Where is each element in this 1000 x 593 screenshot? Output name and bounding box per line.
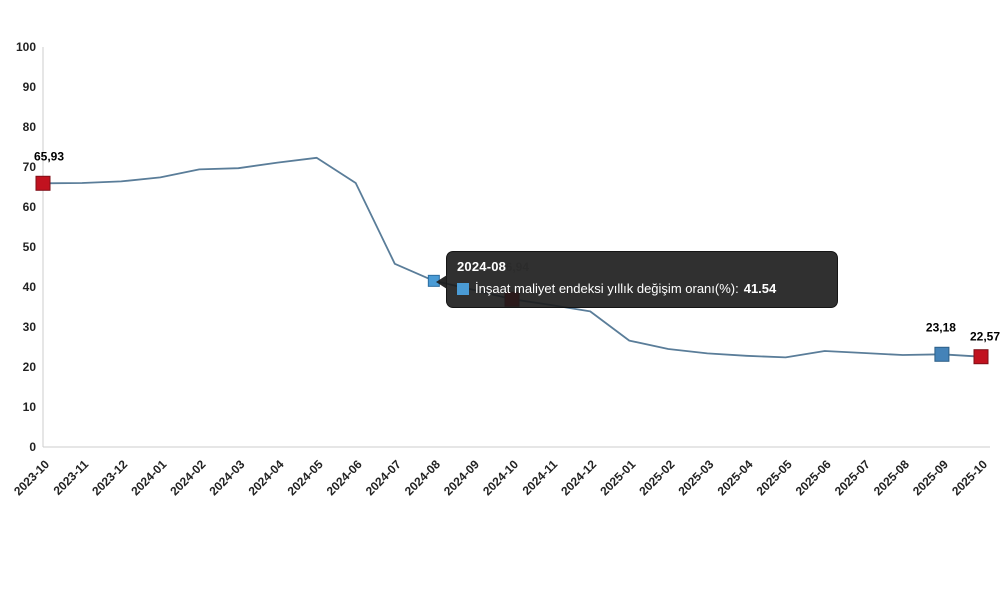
point-marker[interactable] bbox=[35, 175, 51, 191]
y-axis-tick-label: 30 bbox=[23, 320, 37, 334]
tooltip-series-label: İnşaat maliyet endeksi yıllık değişim or… bbox=[475, 281, 739, 296]
x-axis-tick-label: 2024-02 bbox=[167, 457, 208, 498]
point-data-label: 22,57 bbox=[970, 330, 1000, 344]
x-axis-tick-label: 2025-05 bbox=[754, 457, 795, 498]
y-axis-tick-label: 70 bbox=[23, 160, 37, 174]
y-axis-tick-label: 40 bbox=[23, 280, 37, 294]
point-data-label: 65,93 bbox=[34, 149, 64, 163]
x-axis-tick-label: 2023-12 bbox=[89, 457, 130, 498]
chart-tooltip: 2024-08 İnşaat maliyet endeksi yıllık de… bbox=[436, 251, 838, 308]
x-axis-tick-label: 2025-03 bbox=[675, 457, 716, 498]
series-marker-icon bbox=[457, 283, 469, 295]
y-axis-tick-label: 60 bbox=[23, 200, 37, 214]
x-axis-tick-label: 2024-07 bbox=[363, 457, 404, 498]
tooltip-pointer-icon bbox=[436, 275, 447, 289]
x-axis-tick-label: 2024-09 bbox=[441, 457, 482, 498]
x-axis-tick-label: 2025-06 bbox=[793, 457, 834, 498]
x-axis-tick-label: 2024-10 bbox=[480, 457, 521, 498]
x-axis-tick-label: 2025-10 bbox=[949, 457, 990, 498]
x-axis-tick-label: 2023-10 bbox=[11, 457, 52, 498]
x-axis-tick-label: 2025-04 bbox=[715, 457, 756, 498]
y-axis-tick-label: 90 bbox=[23, 80, 37, 94]
x-axis-tick-label: 2024-04 bbox=[246, 457, 287, 498]
x-axis-tick-label: 2025-08 bbox=[871, 457, 912, 498]
x-axis-tick-label: 2025-02 bbox=[636, 457, 677, 498]
point-data-label: 23,18 bbox=[926, 320, 956, 334]
x-axis-tick-label: 2025-01 bbox=[597, 457, 638, 498]
tooltip-series-row: İnşaat maliyet endeksi yıllık değişim or… bbox=[457, 281, 827, 297]
x-axis-tick-label: 2024-05 bbox=[285, 457, 326, 498]
y-axis-tick-label: 100 bbox=[16, 40, 36, 54]
y-axis-tick-label: 50 bbox=[23, 240, 37, 254]
x-axis-tick-label: 2024-11 bbox=[520, 457, 561, 498]
y-axis-tick-label: 20 bbox=[23, 360, 37, 374]
x-axis-tick-label: 2023-11 bbox=[51, 457, 92, 498]
y-axis-tick-label: 10 bbox=[23, 400, 37, 414]
x-axis-tick-label: 2024-01 bbox=[128, 457, 169, 498]
x-axis-tick-label: 2024-03 bbox=[206, 457, 247, 498]
tooltip-title: 2024-08 bbox=[457, 259, 507, 274]
y-axis-tick-label: 80 bbox=[23, 120, 37, 134]
x-axis-tick-label: 2025-09 bbox=[910, 457, 951, 498]
x-axis-tick-label: 2024-06 bbox=[324, 457, 365, 498]
point-marker[interactable] bbox=[973, 349, 989, 365]
y-axis-tick-label: 0 bbox=[29, 440, 36, 454]
x-axis-tick-label: 2024-12 bbox=[558, 457, 599, 498]
x-axis-tick-label: 2024-08 bbox=[402, 457, 443, 498]
point-marker[interactable] bbox=[934, 346, 950, 362]
x-axis-tick-label: 2025-07 bbox=[832, 457, 873, 498]
tooltip-value: 41.54 bbox=[743, 281, 777, 296]
